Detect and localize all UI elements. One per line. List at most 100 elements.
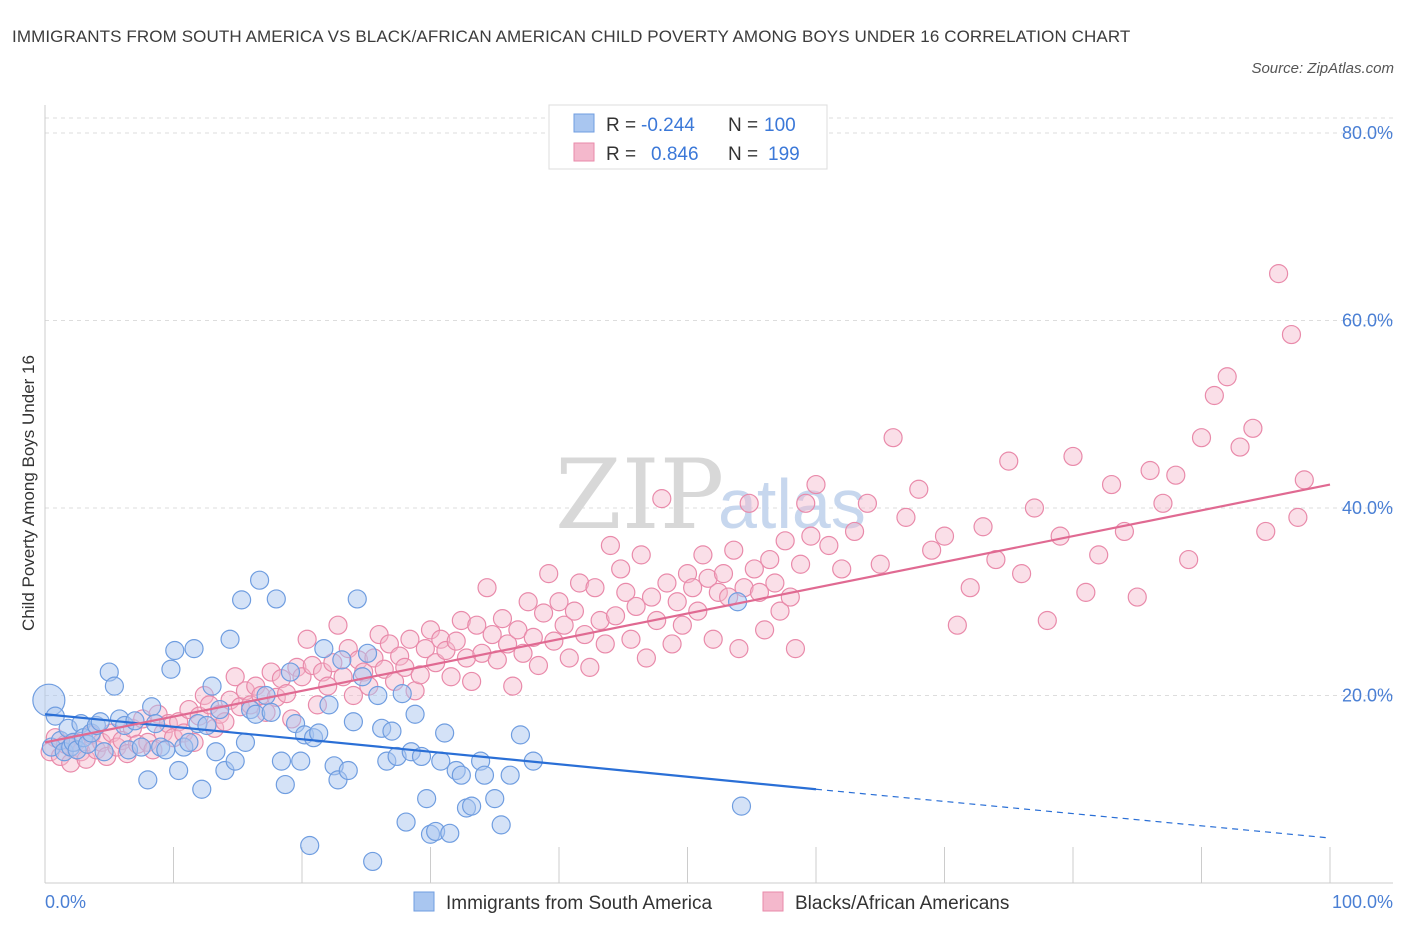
- point-immigrants: [169, 760, 189, 781]
- point-blacks: [611, 559, 631, 579]
- point-blacks: [467, 615, 487, 635]
- point-immigrants: [249, 570, 270, 590]
- point-blacks: [693, 545, 713, 565]
- y-tick-label: 20.0%: [1342, 686, 1393, 706]
- y-axis-title: Child Poverty Among Boys Under 16: [19, 355, 38, 631]
- point-blacks: [1230, 437, 1250, 457]
- point-blacks: [765, 573, 785, 593]
- point-immigrants: [347, 589, 367, 609]
- point-immigrants: [125, 711, 145, 731]
- point-immigrants: [90, 712, 110, 732]
- point-immigrants: [184, 639, 204, 659]
- point-blacks: [662, 634, 682, 654]
- legend-n-label-1: N =: [728, 115, 758, 136]
- point-blacks: [580, 657, 600, 677]
- point-blacks: [1294, 470, 1314, 490]
- point-immigrants: [435, 723, 455, 743]
- point-immigrants: [510, 725, 531, 745]
- legend-r-label-2: R =: [606, 144, 636, 165]
- point-blacks: [708, 582, 728, 602]
- point-blacks: [806, 474, 826, 495]
- point-blacks: [446, 631, 466, 651]
- point-immigrants: [462, 796, 482, 816]
- point-blacks: [549, 592, 569, 612]
- point-immigrants: [357, 643, 378, 663]
- point-blacks: [1024, 498, 1045, 518]
- point-blacks: [1050, 526, 1070, 546]
- point-blacks: [482, 624, 502, 645]
- point-immigrants: [280, 662, 301, 682]
- point-blacks: [883, 428, 903, 448]
- point-blacks: [477, 578, 497, 598]
- point-blacks: [1288, 507, 1308, 527]
- point-blacks: [790, 554, 811, 574]
- point-blacks: [801, 526, 821, 546]
- bottom-legend-label-blacks: Blacks/African Americans: [795, 893, 1009, 914]
- y-tick-label: 60.0%: [1342, 311, 1393, 331]
- point-immigrants: [156, 740, 176, 760]
- gridlines: [45, 117, 1393, 696]
- point-blacks: [379, 634, 399, 654]
- chart-title: IMMIGRANTS FROM SOUTH AMERICA VS BLACK/A…: [12, 27, 1131, 46]
- point-immigrants: [440, 823, 460, 843]
- axes: [44, 105, 1393, 884]
- point-blacks: [657, 573, 677, 593]
- y-tick-label: 80.0%: [1342, 123, 1393, 143]
- point-blacks: [595, 634, 615, 654]
- point-blacks: [683, 578, 703, 598]
- point-blacks: [844, 521, 865, 542]
- point-blacks: [559, 648, 579, 668]
- point-blacks: [775, 531, 795, 551]
- point-immigrants: [491, 815, 511, 835]
- point-blacks: [533, 603, 554, 623]
- trend-line-immigrants: [44, 713, 817, 791]
- point-blacks: [1179, 549, 1199, 570]
- point-blacks: [667, 592, 687, 612]
- point-blacks: [441, 667, 461, 687]
- point-immigrants: [104, 676, 124, 696]
- point-blacks: [528, 655, 549, 676]
- point-immigrants: [192, 779, 212, 799]
- point-blacks: [1076, 582, 1096, 602]
- point-blacks: [1127, 587, 1147, 607]
- point-blacks: [713, 564, 734, 584]
- point-blacks: [328, 615, 348, 635]
- point-immigrants: [314, 639, 334, 659]
- point-blacks: [999, 451, 1019, 471]
- point-immigrants: [731, 796, 752, 816]
- legend-r-label-1: R =: [606, 115, 636, 136]
- point-blacks: [569, 573, 590, 593]
- point-blacks: [554, 615, 574, 635]
- point-blacks: [652, 489, 672, 509]
- point-blacks: [1011, 564, 1032, 584]
- point-immigrants: [94, 742, 114, 762]
- point-blacks: [744, 559, 764, 579]
- point-immigrants: [142, 697, 162, 717]
- point-blacks: [1217, 367, 1237, 387]
- point-blacks: [585, 578, 605, 598]
- point-blacks: [832, 559, 852, 579]
- point-blacks: [590, 610, 610, 631]
- legend-n-value-2: 199: [768, 144, 800, 165]
- point-blacks: [960, 578, 980, 598]
- point-immigrants: [232, 590, 252, 610]
- point-blacks: [922, 540, 942, 560]
- trend-line-blacks: [44, 483, 1331, 744]
- point-immigrants: [396, 812, 416, 832]
- point-blacks: [724, 540, 744, 560]
- point-blacks: [672, 615, 692, 635]
- point-blacks: [636, 648, 656, 668]
- point-blacks: [631, 545, 651, 565]
- legend-r-value-2: 0.846: [651, 144, 699, 165]
- point-blacks: [302, 655, 322, 676]
- point-immigrants: [338, 760, 358, 781]
- point-blacks: [410, 665, 430, 685]
- point-blacks: [1281, 324, 1302, 345]
- point-blacks: [770, 601, 790, 621]
- point-immigrants: [220, 629, 240, 649]
- point-immigrants: [138, 770, 158, 790]
- point-blacks: [1256, 521, 1276, 542]
- series-immigrants-points: [32, 570, 752, 872]
- point-blacks: [1153, 493, 1173, 513]
